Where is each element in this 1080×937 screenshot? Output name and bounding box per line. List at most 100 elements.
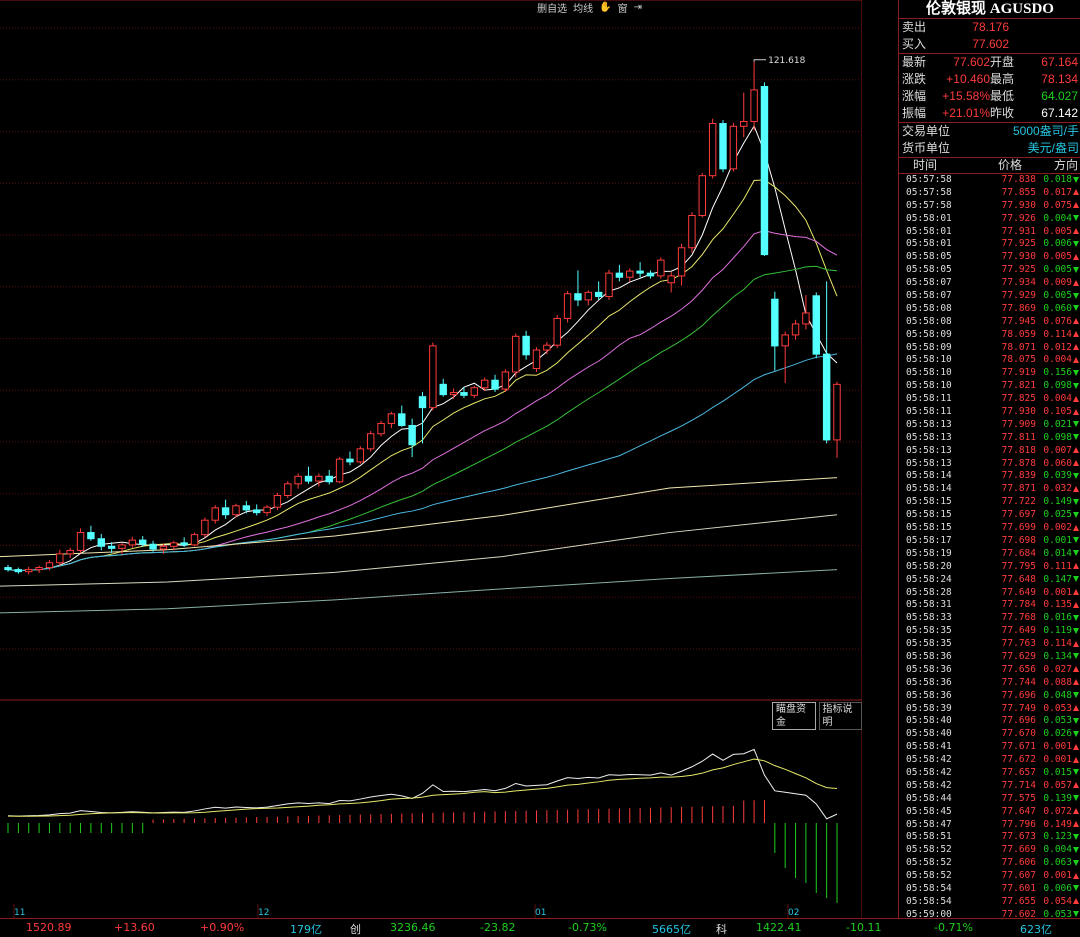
price-grid	[0, 0, 862, 918]
window-button[interactable]: 窗	[617, 3, 628, 15]
arrow-up-icon	[1073, 601, 1079, 608]
arrow-up-icon	[1073, 705, 1079, 712]
candle-body	[139, 539, 147, 545]
arrow-up-icon	[1073, 821, 1079, 828]
tick-volume: 0.001	[1036, 741, 1080, 754]
tick-volume: 0.001	[1036, 870, 1080, 883]
delete-favorite-button[interactable]: 删自选	[537, 3, 568, 15]
tick-volume-value: 0.053	[1043, 715, 1072, 727]
tick-price: 77.670	[1001, 728, 1036, 740]
candle-body	[418, 396, 427, 409]
candle-body	[387, 413, 396, 424]
candle-body	[87, 532, 95, 540]
candle-body	[553, 317, 561, 346]
tick-volume-value: 0.026	[1043, 728, 1072, 740]
tick-volume-value: 0.005	[1043, 251, 1072, 263]
tick-volume-value: 0.004	[1043, 212, 1072, 224]
tick-volume-value: 0.063	[1043, 857, 1072, 869]
arrow-down-icon	[1073, 795, 1079, 802]
tick-price: 77.696	[1001, 715, 1036, 727]
arrow-down-icon	[1073, 215, 1079, 222]
tick-price: 78.075	[1001, 354, 1036, 366]
fund-flow-tab[interactable]: 瞄盘资金	[772, 702, 816, 730]
arrow-down-icon	[1073, 421, 1079, 428]
tick-price: 77.629	[1001, 650, 1036, 662]
candle-body	[822, 353, 831, 441]
kline-chart-area[interactable]: 126.521119.058111.491103.92596.35888.895…	[0, 0, 862, 918]
kline-chart[interactable]: 126.521119.058111.491103.92596.35888.895…	[0, 0, 862, 918]
tick-volume: 0.134	[1036, 651, 1080, 664]
long-ma-line-2	[0, 514, 838, 587]
tick-price: 77.929	[1001, 290, 1036, 302]
tick-time: 05:58:35	[906, 625, 952, 637]
change-label: 涨跌	[902, 72, 927, 86]
tick-price: 77.811	[1001, 431, 1036, 443]
expand-icon[interactable]: ⇥	[633, 1, 642, 13]
tick-volume: 0.048	[1036, 690, 1080, 703]
tick-price: 77.825	[1001, 393, 1036, 405]
long-ma-line-3	[0, 569, 838, 614]
tick-row: 05:58:28 77.649 0.001	[899, 587, 1080, 600]
candle-body	[201, 519, 209, 536]
peak-label: 121.618	[768, 56, 805, 66]
tick-price: 77.945	[1001, 315, 1036, 327]
tick-time: 05:58:45	[906, 805, 952, 817]
tick-time: 05:58:10	[906, 354, 952, 366]
candle-body	[677, 247, 686, 277]
candle-body	[128, 539, 137, 546]
arrow-down-icon	[1073, 769, 1079, 776]
candle-body	[740, 120, 748, 127]
candle-body	[211, 507, 219, 521]
tick-volume-value: 0.006	[1043, 882, 1072, 894]
time-tick-label: 12	[258, 908, 269, 918]
candle-body	[543, 344, 551, 351]
arrow-down-icon	[1073, 292, 1079, 299]
ticks-list[interactable]: 05:57:58 77.838 0.018 05:57:58 77.855 0.017 05…	[899, 174, 1080, 922]
tick-volume: 0.105	[1036, 406, 1080, 419]
currency-value: 美元/盎司	[1027, 141, 1079, 155]
arrow-up-icon	[1073, 279, 1079, 286]
time-axis: 11 12 01 02	[13, 904, 799, 918]
arrow-up-icon	[1073, 743, 1079, 750]
candle-body	[377, 422, 385, 435]
ma-button[interactable]: 均线	[573, 3, 594, 15]
tick-row: 05:58:31 77.784 0.135	[899, 599, 1080, 612]
tick-time: 05:58:13	[906, 418, 952, 430]
candle-body	[97, 538, 105, 547]
amp-value: +21.01%	[942, 106, 990, 120]
tick-volume: 0.016	[1036, 612, 1080, 625]
tick-time: 05:58:52	[906, 870, 952, 882]
tick-volume-value: 0.076	[1043, 315, 1072, 327]
tick-volume: 0.005	[1036, 290, 1080, 303]
tick-time: 05:57:58	[906, 199, 952, 211]
candle-body	[449, 392, 458, 396]
tick-price: 77.649	[1001, 586, 1036, 598]
tick-price: 77.672	[1001, 754, 1036, 766]
tick-volume: 0.098	[1036, 380, 1080, 393]
hand-icon[interactable]: ✋	[599, 1, 612, 13]
tick-row: 05:58:13 77.811 0.098	[899, 432, 1080, 445]
tick-volume-value: 0.149	[1043, 818, 1072, 830]
candle-body	[771, 298, 779, 347]
tick-price: 77.696	[1001, 689, 1036, 701]
tick-volume: 0.027	[1036, 664, 1080, 677]
tick-volume: 0.114	[1036, 329, 1080, 342]
tick-volume: 0.017	[1036, 187, 1080, 200]
candle-body	[118, 544, 126, 549]
tick-volume-value: 0.014	[1043, 547, 1072, 559]
tick-volume: 0.015	[1036, 767, 1080, 780]
arrow-up-icon	[1073, 485, 1079, 492]
indicator-help-button[interactable]: 指标说明	[818, 702, 862, 730]
tick-time: 05:58:13	[906, 457, 952, 469]
candle-body	[252, 509, 261, 514]
candle-body	[398, 413, 406, 426]
tick-time: 05:58:07	[906, 277, 952, 289]
tick-volume: 0.060	[1036, 458, 1080, 471]
tick-volume: 0.054	[1036, 896, 1080, 909]
tick-volume: 0.111	[1036, 561, 1080, 574]
tick-price: 77.714	[1001, 779, 1036, 791]
candle-body	[512, 335, 520, 373]
arrow-up-icon	[1073, 189, 1079, 196]
candle-body	[791, 323, 800, 336]
tick-row: 05:58:01 77.925 0.006	[899, 238, 1080, 251]
